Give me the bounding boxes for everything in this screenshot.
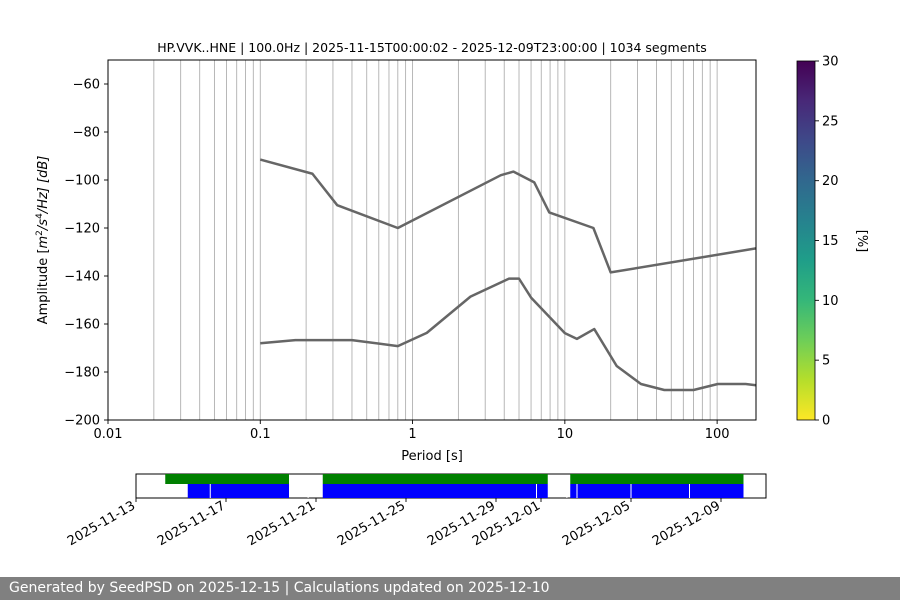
y-tick-label: −60 — [73, 78, 100, 93]
colorbar-gradient — [796, 60, 816, 421]
y-tick-label: −160 — [64, 318, 100, 333]
footer-bar: Generated by SeedPSD on 2025-12-15 | Cal… — [0, 577, 900, 600]
x-gridlines — [107, 60, 718, 420]
timeline-tick-label: 2025-11-13 — [65, 498, 138, 549]
y-axis-label: Amplitude [m2/s4/Hz] [dB] — [35, 156, 51, 325]
colorbar-tick-label: 25 — [822, 114, 839, 129]
availability-green-span — [570, 474, 744, 484]
noise-model-curves — [259, 158, 756, 392]
colorbar-tick-label: 20 — [822, 174, 839, 189]
availability-blue-span — [322, 484, 548, 498]
availability-green-span — [322, 474, 548, 484]
y-tick-label: −120 — [64, 222, 100, 237]
availability-blue-span — [570, 484, 744, 498]
x-tick-label: 0.01 — [94, 427, 123, 442]
y-tick-label: −180 — [64, 366, 100, 381]
colorbar-tick-label: 30 — [822, 55, 839, 70]
timeline-tick-label: 2025-12-05 — [560, 498, 633, 549]
plot-frame — [107, 59, 757, 421]
timeline-tick-label: 2025-11-17 — [155, 498, 228, 549]
timeline-tick-label: 2025-11-21 — [245, 498, 318, 549]
timeline-tick-label: 2025-12-09 — [650, 498, 723, 549]
x-axis-label: Period [s] — [401, 449, 463, 464]
series-nhnm — [259, 158, 756, 274]
x-tick-label: 100 — [705, 427, 730, 442]
colorbar-tick-label: 0 — [822, 414, 830, 429]
series-nlnm — [260, 277, 756, 392]
y-tick-label: −200 — [64, 414, 100, 429]
colorbar-tick-label: 10 — [822, 294, 839, 309]
x-tick-label: 10 — [557, 427, 574, 442]
psd-figure: HP.VVK..HNE | 100.0Hz | 2025-11-15T00:00… — [35, 40, 869, 549]
data-availability-timeline: 2025-11-13 2025-11-17 2025-11-21 2025-11-25… — [65, 473, 767, 549]
footer-text: Generated by SeedPSD on 2025-12-15 | Cal… — [9, 580, 550, 596]
timeline-tick-label: 2025-11-25 — [335, 498, 408, 549]
colorbar: 0 5 10 15 20 25 30 [%] — [796, 55, 869, 429]
x-tick-label: 1 — [408, 427, 416, 442]
x-axis: 0.01 0.1 1 10 100 — [94, 420, 730, 442]
x-tick-label: 0.1 — [250, 427, 271, 442]
y-tick-label: −80 — [73, 126, 100, 141]
colorbar-label: [%] — [854, 230, 869, 253]
y-tick-label: −100 — [64, 174, 100, 189]
availability-green-span — [165, 474, 289, 484]
y-tick-label: −140 — [64, 270, 100, 285]
colorbar-tick-label: 5 — [822, 354, 830, 369]
colorbar-tick-label: 15 — [822, 234, 839, 249]
y-axis: −60 −80 −100 −120 −140 −160 −180 −200 — [64, 78, 108, 429]
availability-blue-span — [187, 484, 289, 498]
chart-title: HP.VVK..HNE | 100.0Hz | 2025-11-15T00:00… — [157, 40, 707, 55]
